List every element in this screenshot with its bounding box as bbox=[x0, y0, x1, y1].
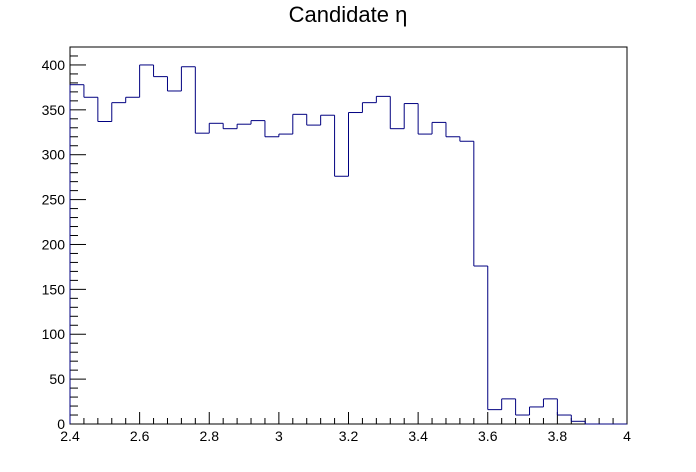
y-tick-label: 250 bbox=[42, 192, 66, 208]
plot-frame bbox=[69, 46, 628, 425]
x-tick-label: 2.4 bbox=[60, 428, 80, 444]
y-tick-label: 350 bbox=[42, 102, 66, 118]
x-tick-label: 2.8 bbox=[200, 428, 220, 444]
x-tick-label: 3.2 bbox=[339, 428, 359, 444]
x-tick-label: 2.6 bbox=[130, 428, 150, 444]
y-tick-label: 400 bbox=[42, 57, 66, 73]
chart-title: Candidate η bbox=[288, 2, 408, 27]
x-tick-label: 3 bbox=[275, 428, 283, 444]
x-tick-label: 3.4 bbox=[408, 428, 428, 444]
x-tick-label: 3.6 bbox=[478, 428, 498, 444]
y-tick-label: 200 bbox=[42, 236, 66, 252]
x-tick-label: 4 bbox=[623, 428, 631, 444]
y-tick-label: 300 bbox=[42, 147, 66, 163]
x-tick-label: 3.8 bbox=[548, 428, 568, 444]
y-tick-label: 150 bbox=[42, 281, 66, 297]
y-tick-label: 50 bbox=[49, 371, 65, 387]
y-tick-label: 0 bbox=[57, 416, 65, 432]
y-tick-label: 100 bbox=[42, 326, 66, 342]
